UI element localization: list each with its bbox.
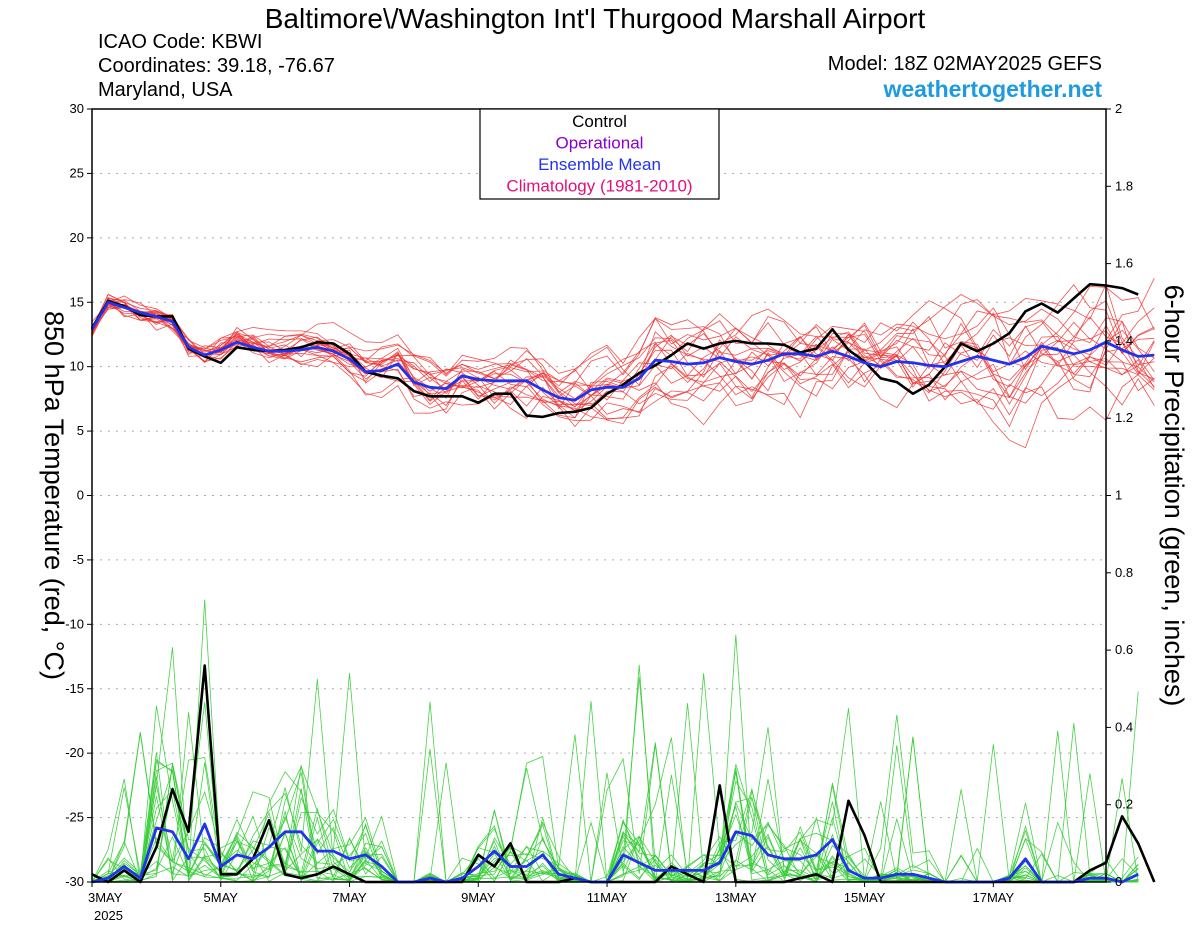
x-tick-label: 9MAY — [461, 890, 496, 905]
left-tick-label: 5 — [77, 423, 84, 438]
right-tick-label: 1.6 — [1115, 256, 1133, 271]
x-tick-label: 11MAY — [587, 890, 628, 905]
right-tick-label: 0 — [1115, 874, 1122, 889]
x-tick-label: 5MAY — [204, 890, 239, 905]
legend: Control Operational Ensemble Mean Climatolo… — [479, 108, 720, 200]
x-year-label: 2025 — [94, 908, 123, 923]
legend-entry: Climatology (1981-2010) — [506, 177, 692, 196]
right-tick-label: 0.8 — [1115, 565, 1133, 580]
temp-member-line — [91, 307, 1155, 422]
temp-ensemble-mean-line — [90, 300, 1155, 402]
precip-member-line — [91, 756, 1139, 883]
right-tick-label: 1.4 — [1115, 333, 1133, 348]
x-tick-label: 7MAY — [332, 890, 367, 905]
left-tick-label: -5 — [72, 552, 84, 567]
left-tick-label: -10 — [65, 616, 84, 631]
left-tick-label: -15 — [65, 681, 84, 696]
right-tick-label: 1.8 — [1115, 178, 1133, 193]
left-tick-label: 10 — [70, 359, 84, 374]
right-tick-label: 2 — [1115, 101, 1122, 116]
precip-member-line — [91, 673, 1139, 883]
x-tick-label: 15MAY — [844, 890, 886, 905]
right-tick-label: 1 — [1115, 488, 1122, 503]
legend-entry: Ensemble Mean — [538, 155, 661, 174]
left-tick-label: -20 — [65, 745, 84, 760]
x-tick-label: 13MAY — [715, 890, 757, 905]
left-tick-label: 20 — [70, 230, 84, 245]
right-tick-label: 0.2 — [1115, 797, 1133, 812]
temp-member-line — [91, 294, 1155, 414]
legend-entry: Control — [572, 112, 627, 131]
region: Maryland, USA — [98, 79, 233, 101]
legend-entry: Operational — [556, 134, 644, 153]
station-info: ICAO Code: KBWI Coordinates: 39.18, -76.… — [98, 30, 335, 102]
temp-member-line — [91, 297, 1155, 421]
chart-title: Baltimore\/Washington Int'l Thurgood Mar… — [264, 3, 926, 34]
precip-member-line — [91, 599, 1139, 883]
right-tick-label: 0.6 — [1115, 642, 1133, 657]
left-tick-label: 0 — [77, 488, 84, 503]
coordinates: Coordinates: 39.18, -76.67 — [98, 55, 335, 77]
left-tick-label: 15 — [70, 294, 84, 309]
left-axis-title: 850 hPa Temperature (red, °C) — [39, 311, 69, 680]
icao-code: ICAO Code: KBWI — [98, 31, 263, 53]
left-tick-label: 30 — [70, 101, 84, 116]
x-tick-label: 17MAY — [972, 890, 1014, 905]
temp-members — [91, 278, 1155, 449]
left-tick-label: -25 — [65, 810, 84, 825]
left-tick-label: 25 — [70, 165, 84, 180]
site-link[interactable]: weathertogether.net — [883, 76, 1102, 102]
right-tick-label: 1.2 — [1115, 410, 1133, 425]
right-axis-title: 6-hour Precipitation (green, inches) — [1159, 285, 1189, 707]
temp-member-line — [91, 303, 1155, 449]
precip-members — [91, 599, 1139, 884]
x-tick-label: 3MAY — [88, 890, 123, 905]
legend-box — [479, 108, 720, 200]
left-tick-label: -30 — [65, 874, 84, 889]
model-run: Model: 18Z 02MAY2025 GEFS — [827, 53, 1102, 75]
right-tick-label: 0.4 — [1115, 719, 1133, 734]
temp-member-line — [91, 301, 1155, 428]
